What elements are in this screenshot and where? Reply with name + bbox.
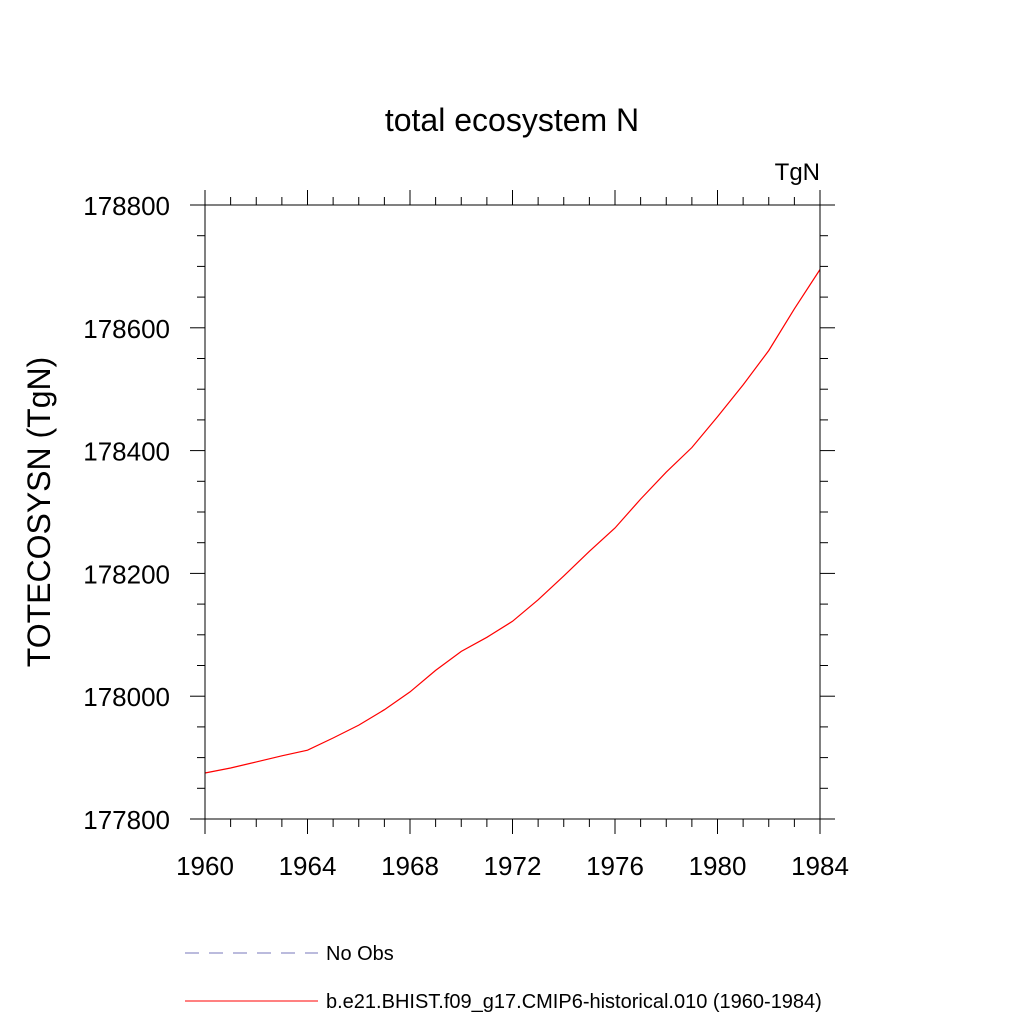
series-lines [204, 269, 821, 774]
axis-ticks [190, 190, 835, 834]
y-tick-labels: 177800 178000 178200 178400 178600 178800 [83, 191, 170, 835]
legend-label-no-obs: No Obs [326, 943, 394, 965]
y-tick-label: 178800 [83, 191, 170, 221]
x-tick-label: 1984 [791, 851, 849, 881]
x-tick-label: 1968 [381, 851, 439, 881]
legend-label-historical: b.e21.BHIST.f09_g17.CMIP6-historical.010… [326, 991, 822, 1013]
legend: No Obs b.e21.BHIST.f09_g17.CMIP6-histori… [185, 943, 822, 1013]
y-tick-label: 178000 [83, 682, 170, 712]
y-tick-label: 178200 [83, 559, 170, 589]
chart-title: total ecosystem N [385, 102, 639, 138]
plot-frame [204, 204, 821, 820]
y-axis-label: TOTECOSYSN (TgN) [21, 357, 57, 668]
y-tick-label: 177800 [83, 805, 170, 835]
x-tick-label: 1972 [484, 851, 542, 881]
x-tick-labels: 1960 1964 1968 1972 1976 1980 1984 [176, 851, 849, 881]
y-tick-label: 178600 [83, 314, 170, 344]
x-tick-label: 1980 [689, 851, 747, 881]
x-tick-label: 1964 [279, 851, 337, 881]
series-line [204, 269, 821, 774]
x-tick-label: 1960 [176, 851, 234, 881]
x-tick-label: 1976 [586, 851, 644, 881]
y-tick-label: 178400 [83, 437, 170, 467]
units-label: TgN [775, 159, 820, 186]
